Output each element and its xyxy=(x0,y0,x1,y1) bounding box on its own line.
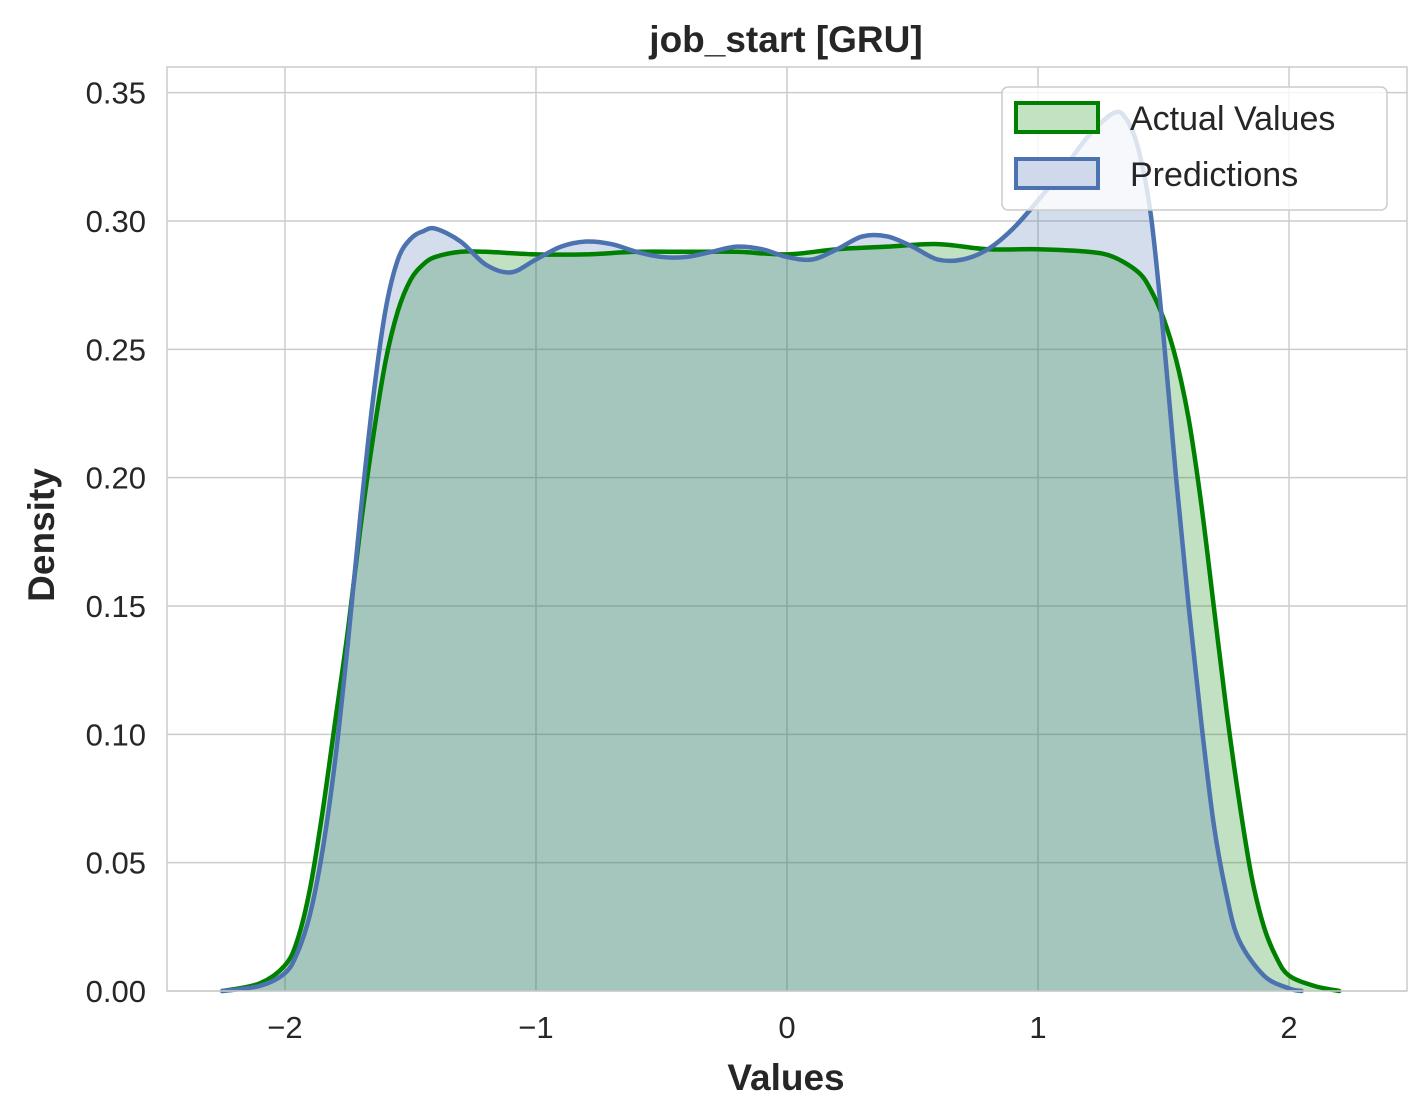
y-tick-labels: 0.00 0.05 0.10 0.15 0.20 0.25 0.30 0.35 xyxy=(86,76,146,1009)
x-tick-label: −2 xyxy=(267,1010,302,1045)
density-lines xyxy=(219,109,1342,994)
x-tick-label: 1 xyxy=(1029,1010,1046,1045)
y-tick-label: 0.35 xyxy=(86,76,146,111)
plot-frame xyxy=(166,66,1408,992)
y-axis-title: Density xyxy=(21,468,62,602)
x-tick-labels: −2 −1 0 1 2 xyxy=(267,1010,1297,1045)
density-areas xyxy=(222,111,1340,991)
y-tick-label: 0.25 xyxy=(86,332,146,367)
legend: Actual Values Predictions xyxy=(1001,86,1388,211)
y-tick-label: 0.00 xyxy=(86,974,146,1009)
y-tick-label: 0.30 xyxy=(86,204,146,239)
line-predictions xyxy=(219,109,1304,994)
y-tick-label: 0.05 xyxy=(86,846,146,881)
y-tick-label: 0.10 xyxy=(86,717,146,752)
x-axis-title: Values xyxy=(727,1057,844,1098)
chart-title: job_start [GRU] xyxy=(648,19,922,60)
legend-label-actual-values: Actual Values xyxy=(1130,100,1335,138)
area-predictions xyxy=(222,111,1302,991)
legend-swatch-predictions xyxy=(1014,157,1100,190)
area-actual-values xyxy=(222,244,1340,991)
y-tick-label: 0.20 xyxy=(86,461,146,496)
x-tick-label: 2 xyxy=(1280,1010,1297,1045)
y-tick-label: 0.15 xyxy=(86,589,146,624)
legend-swatch-actual-values xyxy=(1014,101,1100,134)
grid-lines xyxy=(167,67,1407,992)
legend-label-predictions: Predictions xyxy=(1130,156,1298,194)
x-tick-label: 0 xyxy=(778,1010,795,1045)
x-tick-label: −1 xyxy=(518,1010,553,1045)
